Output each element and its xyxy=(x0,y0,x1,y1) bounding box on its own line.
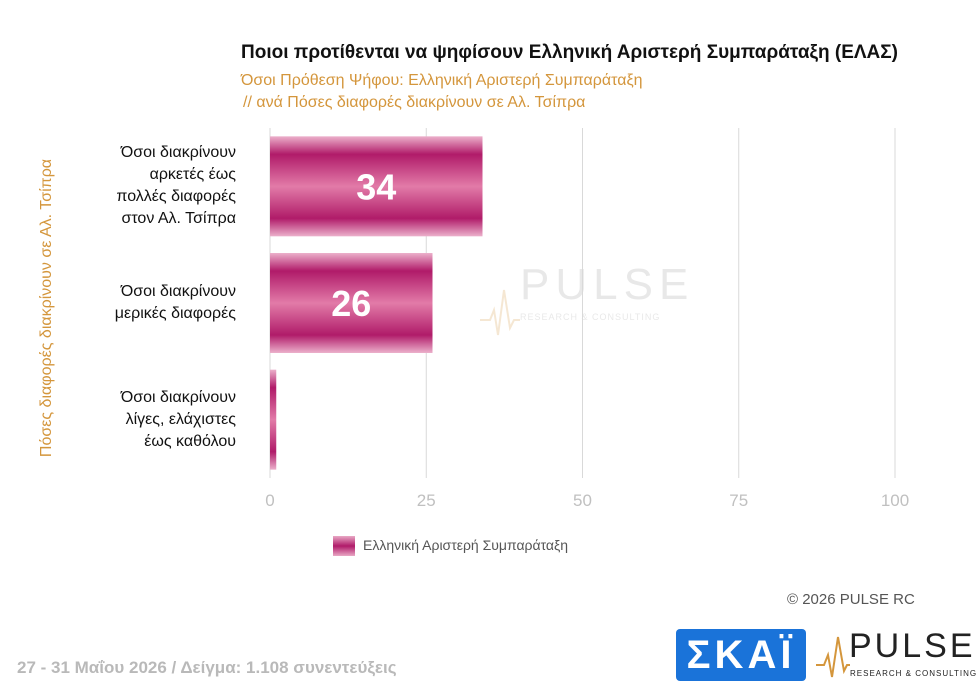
category-label: Όσοι διακρίνουν αρκετές έως πολλές διαφορέ… xyxy=(66,142,236,230)
x-tick-label: 100 xyxy=(881,491,909,510)
bar xyxy=(270,369,277,470)
pulse-wave-icon xyxy=(816,636,850,678)
skai-logo: ΣΚΑΪ xyxy=(676,629,806,681)
x-tick-label: 75 xyxy=(729,491,748,510)
fieldwork-info: 27 - 31 Μαΐου 2026 / Δείγμα: 1.108 συνεν… xyxy=(17,658,397,677)
x-tick-label: 25 xyxy=(417,491,436,510)
category-label-line: έως καθόλου xyxy=(144,432,236,450)
pulse-watermark: PULSE RESEARCH & CONSULTING xyxy=(480,260,700,340)
category-label: Όσοι διακρίνουν λίγες, ελάχιστες έως καθόλ… xyxy=(66,387,236,453)
pulse-logo-subtitle: RESEARCH & CONSULTING xyxy=(850,669,977,678)
bar-data-label: 34 xyxy=(356,166,396,207)
category-label-line: Όσοι διακρίνουν xyxy=(120,144,236,162)
pulse-logo-name: PULSE xyxy=(849,627,976,665)
x-axis-ticks: 0 25 50 75 100 xyxy=(265,491,909,510)
bars: 34 26 xyxy=(270,136,483,470)
category-label-line: μερικές διαφορές xyxy=(114,305,236,322)
bar xyxy=(270,136,483,237)
category-label-line: στον Αλ. Τσίπρα xyxy=(121,210,236,228)
pulse-logo: PULSE RESEARCH & CONSULTING xyxy=(816,627,976,685)
category-label-line: λίγες, ελάχιστες xyxy=(125,410,236,428)
bar-chart: 34 26 0 25 50 75 100 xyxy=(265,128,909,510)
chart-title: Ποιοι προτίθενται να ψηφίσουν Ελληνική Α… xyxy=(241,42,899,63)
legend-swatch xyxy=(333,536,355,556)
category-label-line: πολλές διαφορές xyxy=(116,188,236,206)
legend-label: Ελληνική Αριστερή Συμπαράταξη xyxy=(363,537,569,553)
watermark-subtitle: RESEARCH & CONSULTING xyxy=(520,312,661,322)
category-label: Όσοι διακρίνουν μερικές διαφορές xyxy=(66,281,236,325)
pulse-wave-icon xyxy=(480,289,520,336)
x-tick-label: 0 xyxy=(265,491,274,510)
category-label-line: Όσοι διακρίνουν xyxy=(120,388,236,406)
chart-subtitle-breakdown: // ανά Πόσες διαφορές διακρίνουν σε Αλ. … xyxy=(243,94,586,111)
copyright-text: © 2026 PULSE RC xyxy=(787,591,915,608)
category-label-line: αρκετές έως xyxy=(149,166,236,184)
chart-subtitle: Όσοι Πρόθεση Ψήφου: Ελληνική Αριστερή Συ… xyxy=(241,72,643,89)
category-label-line: Όσοι διακρίνουν xyxy=(120,283,236,300)
watermark-name: PULSE xyxy=(520,260,695,309)
x-tick-label: 50 xyxy=(573,491,592,510)
bar xyxy=(270,253,433,353)
bar-data-label: 26 xyxy=(331,283,371,324)
